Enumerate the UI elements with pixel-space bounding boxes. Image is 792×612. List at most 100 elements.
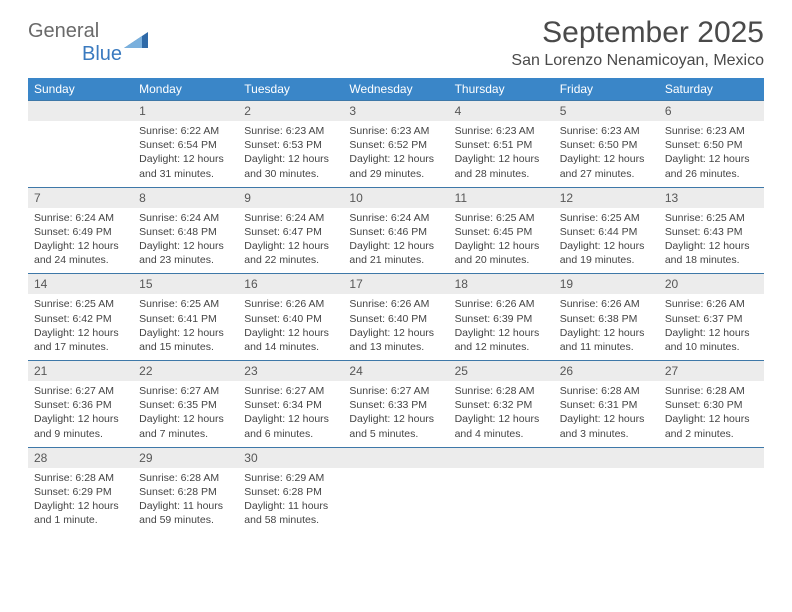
weekday-header: Thursday	[449, 78, 554, 101]
day-number: 4	[449, 101, 554, 121]
day-number: 8	[133, 188, 238, 208]
calendar-cell: 23Sunrise: 6:27 AMSunset: 6:34 PMDayligh…	[238, 361, 343, 448]
day-number: 25	[449, 361, 554, 381]
calendar-cell: 17Sunrise: 6:26 AMSunset: 6:40 PMDayligh…	[343, 274, 448, 361]
calendar-cell: 2Sunrise: 6:23 AMSunset: 6:53 PMDaylight…	[238, 101, 343, 188]
location: San Lorenzo Nenamicoyan, Mexico	[511, 52, 764, 70]
calendar-week-row: 1Sunrise: 6:22 AMSunset: 6:54 PMDaylight…	[28, 101, 764, 188]
day-number	[554, 448, 659, 468]
calendar-cell: 14Sunrise: 6:25 AMSunset: 6:42 PMDayligh…	[28, 274, 133, 361]
calendar-cell	[554, 447, 659, 533]
day-content: Sunrise: 6:28 AMSunset: 6:31 PMDaylight:…	[554, 381, 659, 447]
day-content: Sunrise: 6:28 AMSunset: 6:30 PMDaylight:…	[659, 381, 764, 447]
day-content: Sunrise: 6:24 AMSunset: 6:49 PMDaylight:…	[28, 208, 133, 274]
day-content: Sunrise: 6:28 AMSunset: 6:28 PMDaylight:…	[133, 468, 238, 534]
day-content: Sunrise: 6:25 AMSunset: 6:42 PMDaylight:…	[28, 294, 133, 360]
day-number	[659, 448, 764, 468]
day-number: 17	[343, 274, 448, 294]
day-content: Sunrise: 6:23 AMSunset: 6:53 PMDaylight:…	[238, 121, 343, 187]
calendar-cell: 29Sunrise: 6:28 AMSunset: 6:28 PMDayligh…	[133, 447, 238, 533]
day-number: 30	[238, 448, 343, 468]
calendar-week-row: 21Sunrise: 6:27 AMSunset: 6:36 PMDayligh…	[28, 361, 764, 448]
day-content: Sunrise: 6:26 AMSunset: 6:40 PMDaylight:…	[343, 294, 448, 360]
day-number: 20	[659, 274, 764, 294]
day-number: 13	[659, 188, 764, 208]
calendar-cell: 7Sunrise: 6:24 AMSunset: 6:49 PMDaylight…	[28, 187, 133, 274]
day-content: Sunrise: 6:23 AMSunset: 6:50 PMDaylight:…	[659, 121, 764, 187]
day-content: Sunrise: 6:26 AMSunset: 6:37 PMDaylight:…	[659, 294, 764, 360]
day-content: Sunrise: 6:27 AMSunset: 6:35 PMDaylight:…	[133, 381, 238, 447]
calendar-cell: 22Sunrise: 6:27 AMSunset: 6:35 PMDayligh…	[133, 361, 238, 448]
day-content: Sunrise: 6:25 AMSunset: 6:45 PMDaylight:…	[449, 208, 554, 274]
calendar-cell: 10Sunrise: 6:24 AMSunset: 6:46 PMDayligh…	[343, 187, 448, 274]
calendar-cell: 28Sunrise: 6:28 AMSunset: 6:29 PMDayligh…	[28, 447, 133, 533]
calendar-cell: 19Sunrise: 6:26 AMSunset: 6:38 PMDayligh…	[554, 274, 659, 361]
calendar-cell	[449, 447, 554, 533]
day-content: Sunrise: 6:26 AMSunset: 6:38 PMDaylight:…	[554, 294, 659, 360]
title-block: September 2025 San Lorenzo Nenamicoyan, …	[511, 16, 764, 70]
day-number: 28	[28, 448, 133, 468]
calendar-cell: 4Sunrise: 6:23 AMSunset: 6:51 PMDaylight…	[449, 101, 554, 188]
day-content: Sunrise: 6:28 AMSunset: 6:32 PMDaylight:…	[449, 381, 554, 447]
header: General Blue September 2025 San Lorenzo …	[28, 16, 764, 70]
day-content: Sunrise: 6:24 AMSunset: 6:46 PMDaylight:…	[343, 208, 448, 274]
calendar-header-row: SundayMondayTuesdayWednesdayThursdayFrid…	[28, 78, 764, 101]
calendar-cell: 18Sunrise: 6:26 AMSunset: 6:39 PMDayligh…	[449, 274, 554, 361]
day-content: Sunrise: 6:27 AMSunset: 6:33 PMDaylight:…	[343, 381, 448, 447]
day-number: 15	[133, 274, 238, 294]
day-number: 26	[554, 361, 659, 381]
day-number: 18	[449, 274, 554, 294]
day-content: Sunrise: 6:23 AMSunset: 6:51 PMDaylight:…	[449, 121, 554, 187]
day-number: 1	[133, 101, 238, 121]
calendar-week-row: 28Sunrise: 6:28 AMSunset: 6:29 PMDayligh…	[28, 447, 764, 533]
calendar-body: 1Sunrise: 6:22 AMSunset: 6:54 PMDaylight…	[28, 101, 764, 534]
calendar-cell: 5Sunrise: 6:23 AMSunset: 6:50 PMDaylight…	[554, 101, 659, 188]
logo-text-top: General	[28, 20, 99, 42]
calendar-cell: 3Sunrise: 6:23 AMSunset: 6:52 PMDaylight…	[343, 101, 448, 188]
day-content: Sunrise: 6:27 AMSunset: 6:34 PMDaylight:…	[238, 381, 343, 447]
weekday-header: Saturday	[659, 78, 764, 101]
day-number: 12	[554, 188, 659, 208]
day-number: 3	[343, 101, 448, 121]
day-content: Sunrise: 6:22 AMSunset: 6:54 PMDaylight:…	[133, 121, 238, 187]
day-number: 10	[343, 188, 448, 208]
day-number: 7	[28, 188, 133, 208]
day-number: 14	[28, 274, 133, 294]
day-number: 6	[659, 101, 764, 121]
day-number: 21	[28, 361, 133, 381]
day-content: Sunrise: 6:25 AMSunset: 6:44 PMDaylight:…	[554, 208, 659, 274]
calendar-table: SundayMondayTuesdayWednesdayThursdayFrid…	[28, 78, 764, 533]
day-content: Sunrise: 6:27 AMSunset: 6:36 PMDaylight:…	[28, 381, 133, 447]
calendar-cell: 21Sunrise: 6:27 AMSunset: 6:36 PMDayligh…	[28, 361, 133, 448]
day-content: Sunrise: 6:29 AMSunset: 6:28 PMDaylight:…	[238, 468, 343, 534]
day-content: Sunrise: 6:26 AMSunset: 6:39 PMDaylight:…	[449, 294, 554, 360]
calendar-cell: 30Sunrise: 6:29 AMSunset: 6:28 PMDayligh…	[238, 447, 343, 533]
weekday-header: Sunday	[28, 78, 133, 101]
day-content: Sunrise: 6:23 AMSunset: 6:52 PMDaylight:…	[343, 121, 448, 187]
weekday-header: Wednesday	[343, 78, 448, 101]
day-number	[343, 448, 448, 468]
day-content: Sunrise: 6:23 AMSunset: 6:50 PMDaylight:…	[554, 121, 659, 187]
logo-text-bottom: Blue	[82, 43, 122, 65]
day-number	[449, 448, 554, 468]
calendar-cell: 15Sunrise: 6:25 AMSunset: 6:41 PMDayligh…	[133, 274, 238, 361]
day-number: 29	[133, 448, 238, 468]
weekday-header: Monday	[133, 78, 238, 101]
calendar-cell: 16Sunrise: 6:26 AMSunset: 6:40 PMDayligh…	[238, 274, 343, 361]
logo: General Blue	[28, 16, 152, 66]
calendar-cell: 20Sunrise: 6:26 AMSunset: 6:37 PMDayligh…	[659, 274, 764, 361]
calendar-cell: 1Sunrise: 6:22 AMSunset: 6:54 PMDaylight…	[133, 101, 238, 188]
weekday-header: Tuesday	[238, 78, 343, 101]
calendar-cell: 24Sunrise: 6:27 AMSunset: 6:33 PMDayligh…	[343, 361, 448, 448]
day-content: Sunrise: 6:24 AMSunset: 6:48 PMDaylight:…	[133, 208, 238, 274]
calendar-cell: 11Sunrise: 6:25 AMSunset: 6:45 PMDayligh…	[449, 187, 554, 274]
calendar-cell: 6Sunrise: 6:23 AMSunset: 6:50 PMDaylight…	[659, 101, 764, 188]
calendar-cell	[659, 447, 764, 533]
day-number: 24	[343, 361, 448, 381]
calendar-week-row: 14Sunrise: 6:25 AMSunset: 6:42 PMDayligh…	[28, 274, 764, 361]
weekday-header: Friday	[554, 78, 659, 101]
calendar-cell: 26Sunrise: 6:28 AMSunset: 6:31 PMDayligh…	[554, 361, 659, 448]
day-content: Sunrise: 6:26 AMSunset: 6:40 PMDaylight:…	[238, 294, 343, 360]
calendar-cell: 9Sunrise: 6:24 AMSunset: 6:47 PMDaylight…	[238, 187, 343, 274]
logo-text: General Blue	[28, 20, 122, 66]
